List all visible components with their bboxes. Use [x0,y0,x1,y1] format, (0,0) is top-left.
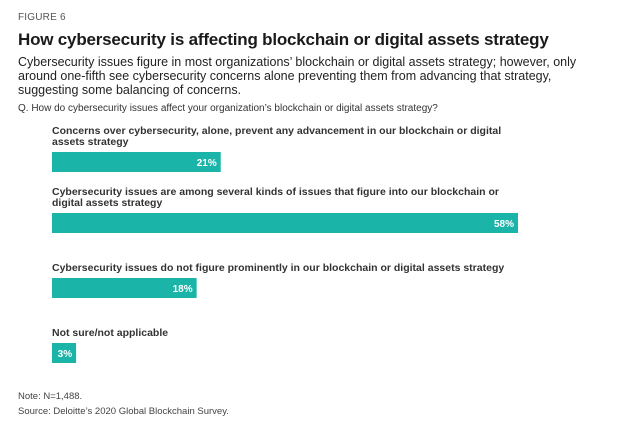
chart-subtitle: Cybersecurity issues figure in most orga… [18,55,577,97]
value-label: 21% [197,158,217,169]
category-label: Not sure/not applicable [52,327,168,339]
bar [52,213,518,233]
bar [52,152,221,172]
bar-chart: Concerns over cybersecurity, alone, prev… [52,125,518,363]
category-label: Cybersecurity issues are among several k… [52,186,499,198]
value-label: 58% [494,219,514,230]
category-label: Concerns over cybersecurity, alone, prev… [52,125,501,137]
category-label: Cybersecurity issues do not figure promi… [52,262,504,274]
category-label: assets strategy [52,136,129,148]
source-note: Source: Deloitte’s 2020 Global Blockchai… [18,406,229,417]
figure-label: FIGURE 6 [18,12,66,23]
survey-question: Q. How do cybersecurity issues affect yo… [18,103,438,114]
chart-title: How cybersecurity is affecting blockchai… [18,30,549,49]
value-label: 3% [58,349,73,360]
bar [52,278,197,298]
bar [52,343,77,363]
category-label: digital assets strategy [52,197,162,209]
footnote: Note: N=1,488. [18,391,83,402]
value-label: 18% [173,284,193,295]
